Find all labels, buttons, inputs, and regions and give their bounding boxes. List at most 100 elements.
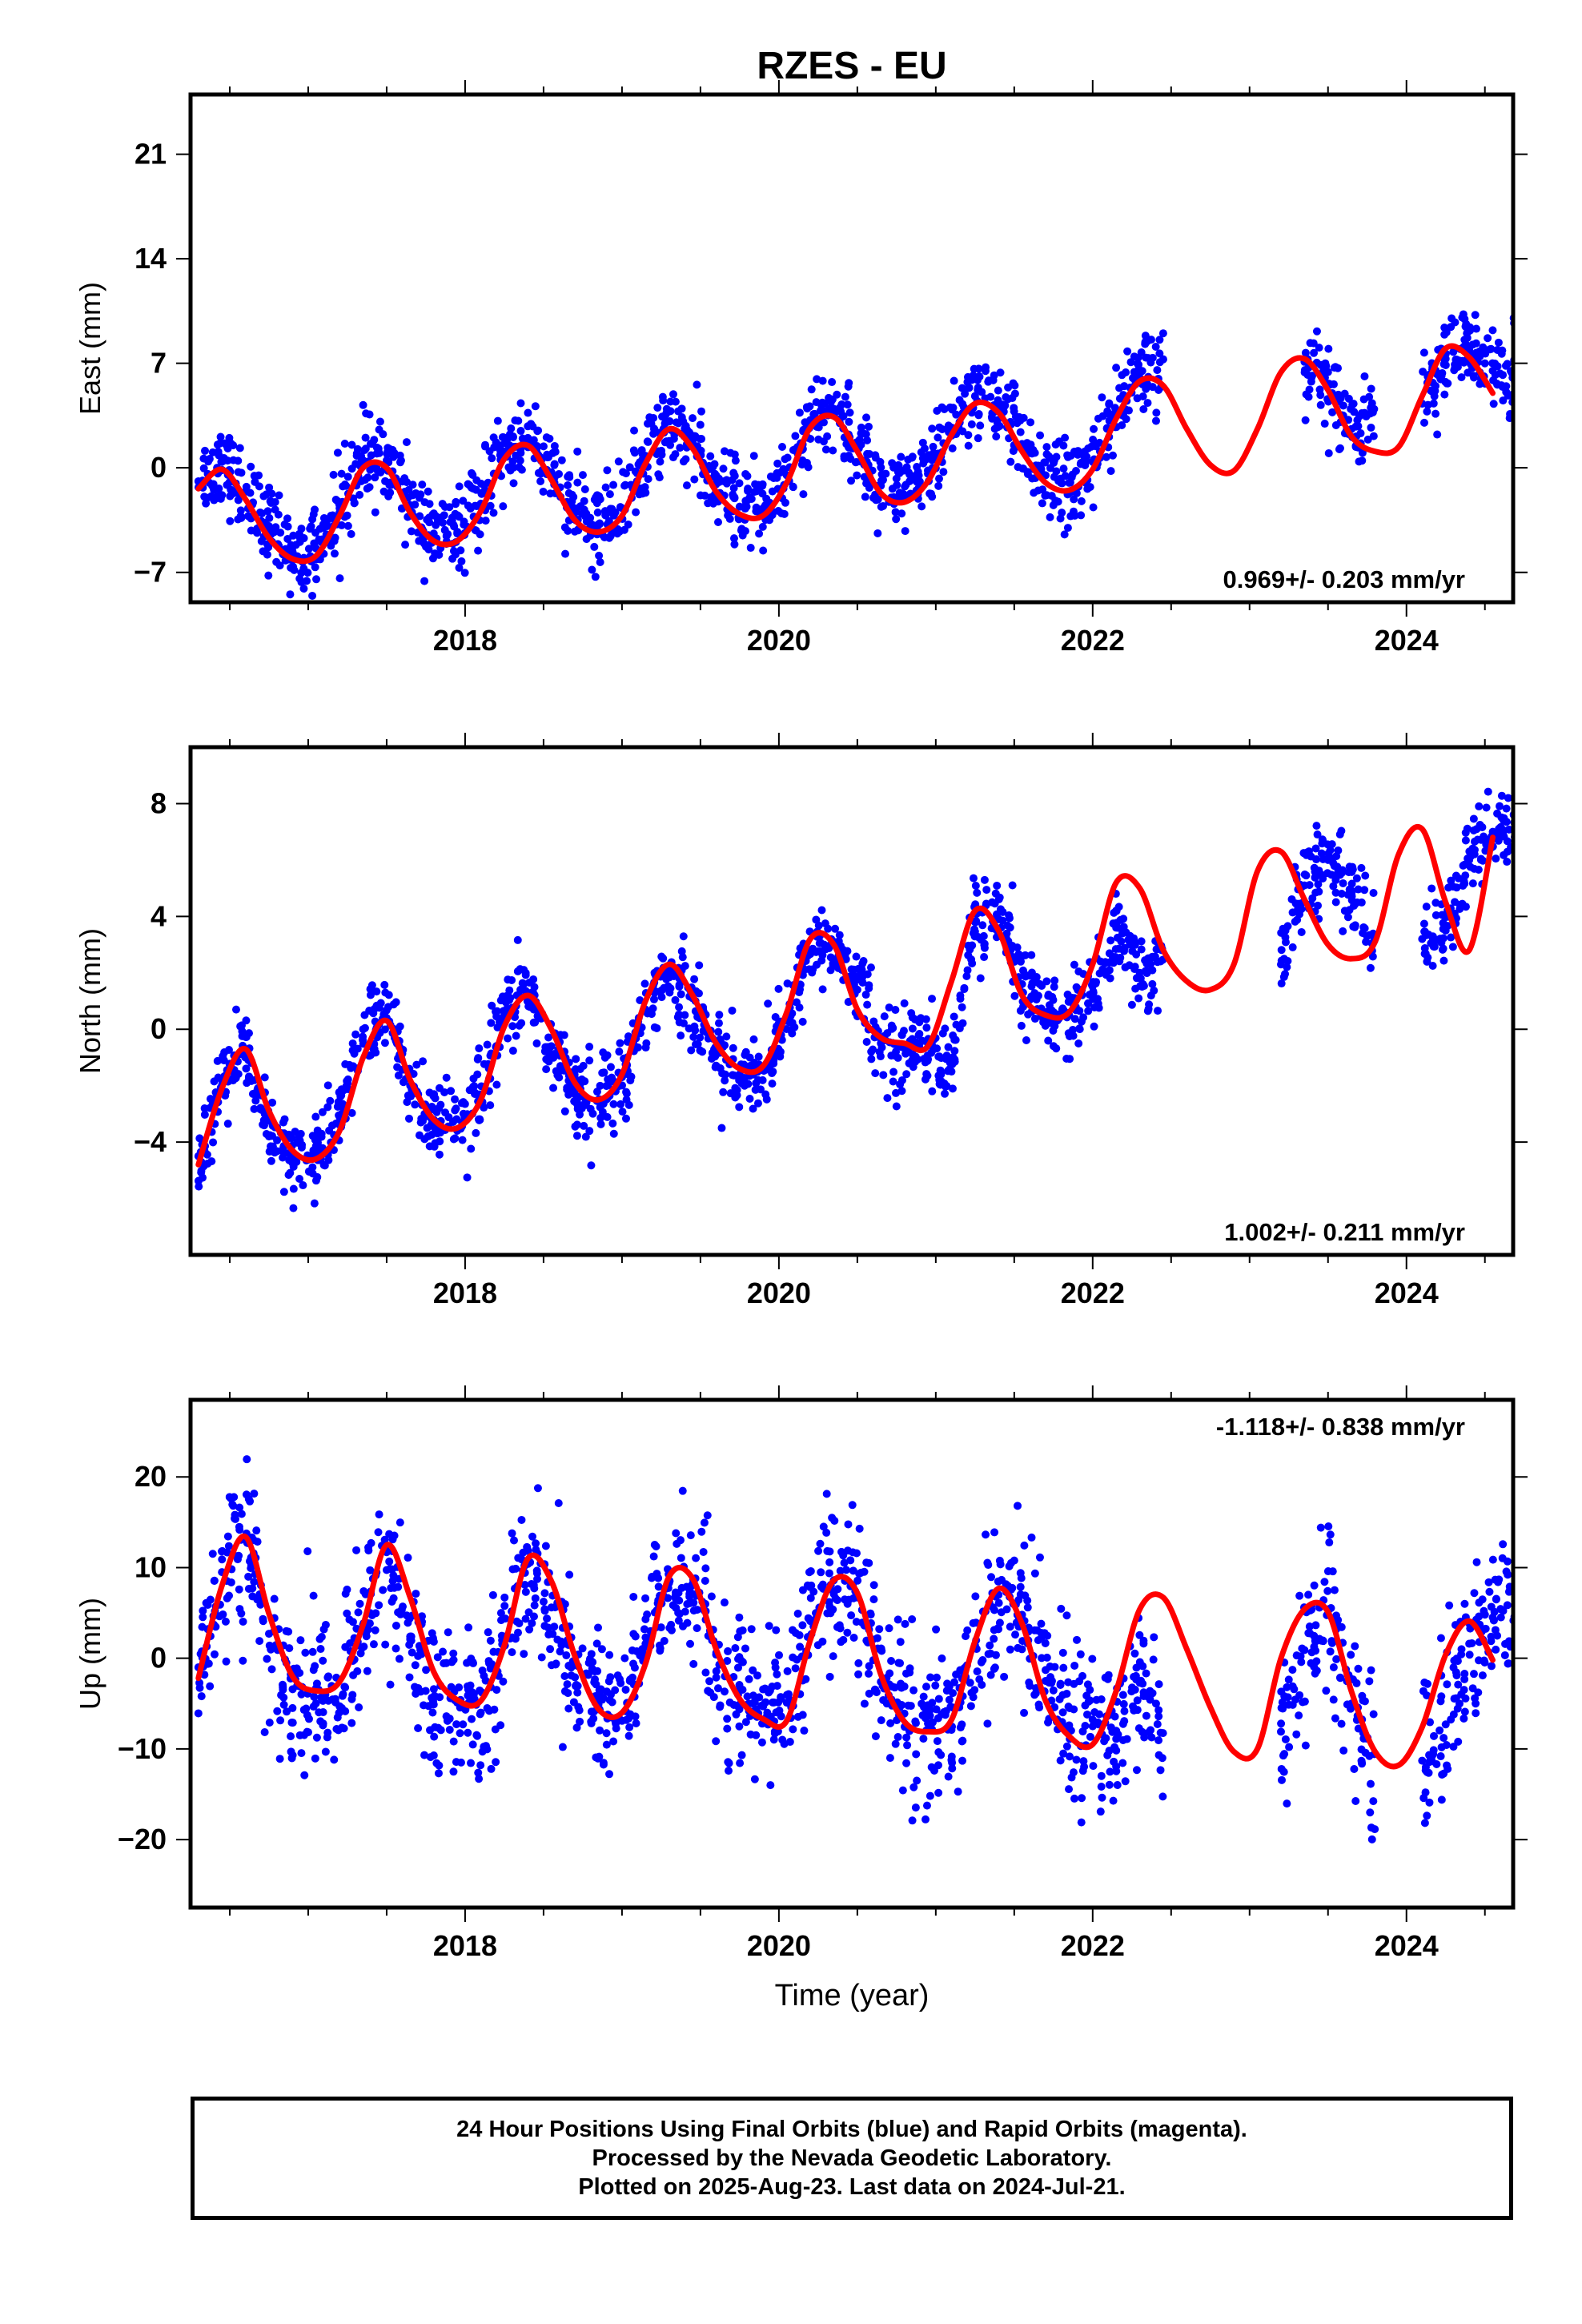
observation-dot: [572, 1680, 580, 1689]
observation-dot: [1277, 979, 1286, 988]
observation-dot: [431, 1094, 440, 1103]
observation-dot: [323, 1733, 331, 1742]
observation-dot: [273, 1707, 282, 1715]
observation-dot: [1106, 1767, 1114, 1776]
observation-dot: [1343, 913, 1352, 922]
observation-dot: [777, 442, 786, 451]
observation-dot: [1006, 457, 1015, 466]
observation-dot: [521, 1614, 530, 1623]
observation-dot: [197, 1168, 206, 1176]
observation-dot: [871, 1732, 880, 1741]
observation-dot: [1360, 924, 1369, 933]
observation-dot: [330, 1755, 339, 1764]
observation-dot: [556, 1647, 564, 1656]
observation-dot: [614, 457, 623, 466]
observation-dot: [557, 456, 566, 464]
observation-dot: [280, 520, 289, 529]
observation-dot: [458, 1136, 467, 1144]
observation-dot: [1120, 1707, 1129, 1715]
observation-dot: [492, 1686, 501, 1695]
observation-dot: [580, 485, 589, 494]
observation-dot: [653, 404, 662, 412]
observation-dot: [990, 1528, 999, 1537]
observation-dot: [1140, 1733, 1149, 1742]
observation-dot: [910, 1015, 919, 1024]
observation-dot: [1017, 1574, 1026, 1582]
observation-dot: [463, 1659, 472, 1667]
observation-dot: [1496, 802, 1504, 810]
observation-dot: [692, 1040, 701, 1049]
observation-dot: [1312, 327, 1321, 336]
observation-dot: [990, 1663, 999, 1672]
observation-dot: [755, 1693, 764, 1702]
observation-dot: [913, 1055, 922, 1063]
observation-dot: [1019, 413, 1028, 422]
observation-dot: [950, 1678, 959, 1687]
observation-dot: [1470, 864, 1479, 873]
observation-dot: [256, 1600, 265, 1609]
observation-dot: [1044, 1036, 1053, 1045]
y-tick-label: −20: [118, 1823, 167, 1856]
observation-dot: [1484, 787, 1492, 796]
observation-dot: [430, 1732, 439, 1741]
observation-dot: [1142, 1711, 1150, 1720]
observation-dot: [375, 1510, 383, 1519]
observation-dot: [956, 1723, 965, 1732]
observation-dot: [223, 1532, 232, 1541]
observation-dot: [560, 1107, 569, 1116]
observation-dot: [531, 402, 540, 411]
observation-dot: [745, 1675, 753, 1683]
observation-dot: [809, 1587, 818, 1596]
observation-dot: [818, 376, 827, 385]
observation-dot: [927, 1048, 936, 1057]
observation-dot: [1362, 938, 1371, 947]
observation-dot: [424, 545, 433, 554]
observation-dot: [641, 489, 650, 497]
observation-dot: [961, 389, 970, 398]
observation-dot: [686, 1531, 695, 1540]
observation-dot: [888, 459, 897, 468]
observation-dot: [855, 1524, 864, 1533]
observation-dot: [641, 1594, 650, 1602]
observation-dot: [608, 1698, 616, 1707]
observation-dot: [604, 517, 613, 525]
observation-dot: [629, 1592, 638, 1601]
observation-dot: [1283, 957, 1292, 966]
observation-dot: [934, 481, 943, 490]
observation-dot: [689, 1598, 698, 1607]
observation-dot: [1141, 340, 1150, 348]
observation-dot: [547, 1661, 556, 1670]
observation-dot: [1465, 326, 1474, 335]
observation-dot: [839, 1635, 848, 1644]
observation-dot: [280, 1115, 289, 1124]
observation-dot: [311, 505, 319, 514]
observation-dot: [1339, 401, 1347, 410]
observation-dot: [455, 1683, 464, 1692]
observation-dot: [1139, 405, 1148, 414]
observation-dot: [297, 1749, 306, 1758]
observation-dot: [445, 1725, 454, 1734]
observation-dot: [595, 551, 604, 560]
observation-dot: [980, 939, 989, 948]
observation-dot: [468, 468, 476, 477]
observation-dot: [476, 530, 484, 539]
observation-dot: [875, 1625, 884, 1634]
observation-dot: [1480, 832, 1488, 841]
observation-dot: [1078, 1671, 1087, 1680]
observation-dot: [380, 1025, 389, 1034]
observation-dot: [817, 906, 826, 915]
observation-dot: [291, 1128, 299, 1136]
observation-dot: [753, 1671, 762, 1680]
observation-dot: [1090, 1003, 1099, 1011]
observation-dot: [780, 509, 789, 518]
observation-dot: [950, 1047, 959, 1055]
observation-dot: [1420, 944, 1429, 953]
observation-dot: [1139, 1639, 1148, 1648]
observation-dot: [489, 1647, 498, 1656]
observation-dot: [758, 480, 767, 489]
observation-dot: [441, 1108, 450, 1117]
observation-dot: [1339, 879, 1347, 887]
observation-dot: [459, 1720, 468, 1729]
observation-dot: [1065, 1785, 1074, 1794]
observation-dot: [887, 1051, 896, 1060]
